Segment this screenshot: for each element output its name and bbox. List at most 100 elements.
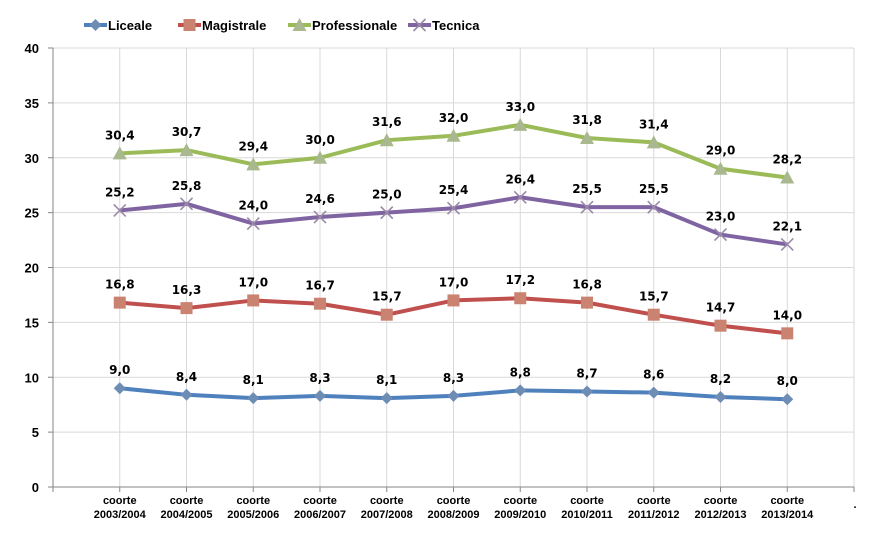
x-tick-label-extra: .	[853, 499, 856, 511]
diamond-marker	[581, 385, 593, 398]
triangle-marker	[513, 117, 528, 131]
diamond-marker	[314, 389, 326, 402]
x-tick-label-line2: 2003/2004	[94, 509, 147, 521]
data-label: 14,0	[772, 308, 802, 322]
data-label: 25,0	[372, 188, 402, 202]
data-label: 8,1	[376, 373, 397, 387]
data-label: 8,3	[309, 371, 330, 385]
diamond-marker	[447, 389, 460, 402]
series-liceale	[113, 382, 794, 406]
diamond-marker	[89, 19, 102, 31]
diamond-marker	[380, 392, 393, 405]
x-tick-label-line2: 2008/2009	[428, 509, 480, 521]
triangle-marker	[292, 18, 307, 31]
data-label: 16,3	[172, 283, 202, 297]
x-marker	[513, 190, 527, 204]
data-label: 15,7	[372, 290, 402, 304]
y-tick-label: 35	[25, 96, 39, 111]
x-tick-label-line2: 2012/2013	[695, 509, 747, 521]
y-tick-label: 40	[25, 41, 39, 56]
data-label: 30,7	[172, 125, 202, 139]
x-marker	[380, 206, 394, 220]
data-label: 8,2	[710, 372, 731, 386]
x-marker	[246, 217, 260, 231]
x-tick-label-line2: 2004/2005	[161, 509, 213, 521]
x-tick-label-line1: coorte	[704, 495, 738, 507]
x-tick-label-line1: coorte	[503, 495, 537, 507]
square-marker	[380, 308, 393, 321]
triangle-marker	[179, 143, 194, 157]
data-labels: 9,0 8,4 8,1 8,3 8,1 8,3 8,8 8,7 8,6 8,2 8,0 16,8 16,…	[105, 100, 802, 388]
square-marker	[447, 294, 460, 307]
data-label: 8,6	[643, 368, 664, 382]
data-label: 28,2	[772, 153, 802, 167]
square-marker	[581, 296, 593, 309]
data-label: 25,4	[439, 183, 469, 197]
x-marker	[647, 200, 661, 214]
y-tick-label: 30	[25, 151, 39, 166]
data-label: 25,8	[172, 179, 202, 193]
square-marker	[514, 292, 527, 305]
square-marker	[781, 327, 794, 340]
square-marker	[180, 302, 193, 315]
data-label: 32,0	[439, 111, 469, 125]
diamond-marker	[247, 392, 260, 405]
data-label: 29,0	[706, 144, 736, 158]
axes: 0 5 10 15 20 25 30 35 40 coorte 2003/2004 coorte 200…	[25, 41, 857, 521]
square-marker	[314, 297, 326, 310]
data-label: 9,0	[109, 363, 130, 377]
data-label: 8,7	[576, 367, 597, 381]
data-label: 31,8	[572, 113, 602, 127]
data-label: 24,0	[238, 199, 268, 213]
triangle-marker	[246, 157, 261, 171]
data-label: 22,1	[772, 219, 802, 233]
diamond-marker	[180, 388, 193, 401]
series-professionale	[112, 117, 795, 184]
diamond-marker	[514, 384, 527, 397]
data-label: 33,0	[505, 100, 535, 114]
x-tick-label-line1: coorte	[236, 495, 270, 507]
triangle-marker	[780, 170, 795, 184]
y-tick-label: 20	[25, 261, 39, 276]
series-magistrale	[113, 292, 794, 340]
square-marker	[113, 296, 126, 309]
y-tick-label: 25	[25, 206, 39, 221]
gridlines	[53, 47, 855, 487]
legend-item-magistrale: Magistrale	[178, 18, 266, 33]
x-tick-label-line1: coorte	[437, 495, 471, 507]
diamond-marker	[781, 393, 794, 406]
data-label: 15,7	[639, 290, 669, 304]
square-marker	[647, 308, 660, 321]
x-tick-label-line2: 2011/2012	[628, 509, 679, 521]
data-label: 8,8	[510, 365, 531, 379]
data-label: 29,4	[238, 139, 268, 153]
x-tick-label-line2: 2006/2007	[294, 509, 346, 521]
legend-label: Magistrale	[202, 18, 266, 33]
square-marker	[247, 294, 260, 307]
square-marker	[714, 319, 727, 332]
data-label: 26,4	[505, 172, 535, 186]
square-marker	[183, 19, 196, 31]
y-tick-label: 10	[25, 370, 39, 385]
x-marker	[580, 200, 594, 214]
x-marker	[780, 237, 794, 252]
x-marker	[446, 201, 461, 215]
diamond-marker	[113, 382, 126, 395]
triangle-marker	[446, 128, 461, 142]
data-label: 25,5	[572, 182, 602, 196]
x-tick-label-line1: coorte	[637, 495, 671, 507]
x-tick-label-line2: 2009/2010	[494, 509, 546, 521]
legend-item-tecnica: Tecnica	[408, 18, 480, 33]
data-label: 30,4	[105, 128, 135, 142]
data-label: 31,4	[639, 117, 669, 131]
data-label: 17,0	[439, 275, 469, 289]
series-group	[112, 117, 795, 406]
x-tick-label-line2: 2013/2014	[761, 509, 814, 521]
triangle-marker	[313, 150, 327, 164]
data-label: 30,0	[305, 133, 335, 147]
data-label: 8,4	[176, 370, 197, 384]
x-tick-label-line1: coorte	[370, 495, 404, 507]
data-label: 25,2	[105, 185, 135, 199]
data-label: 8,1	[243, 373, 264, 387]
